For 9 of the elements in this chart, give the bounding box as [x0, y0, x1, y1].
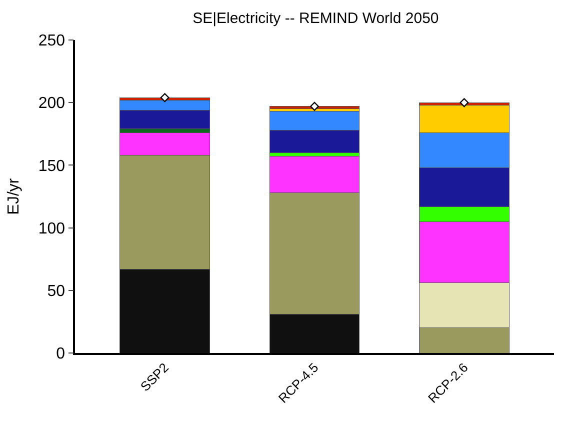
y-axis-title: EJ/yr [6, 178, 23, 215]
chart-title: SE|Electricity -- REMIND World 2050 [192, 10, 439, 28]
y-tick-label: 0 [56, 346, 66, 363]
y-tick-label: 250 [38, 32, 66, 50]
y-tick-label: 150 [38, 158, 66, 175]
y-tick-label: 100 [38, 220, 66, 238]
bar [269, 106, 360, 110]
y-tick-label: 50 [47, 283, 66, 300]
y-tick-label: 200 [38, 95, 66, 112]
